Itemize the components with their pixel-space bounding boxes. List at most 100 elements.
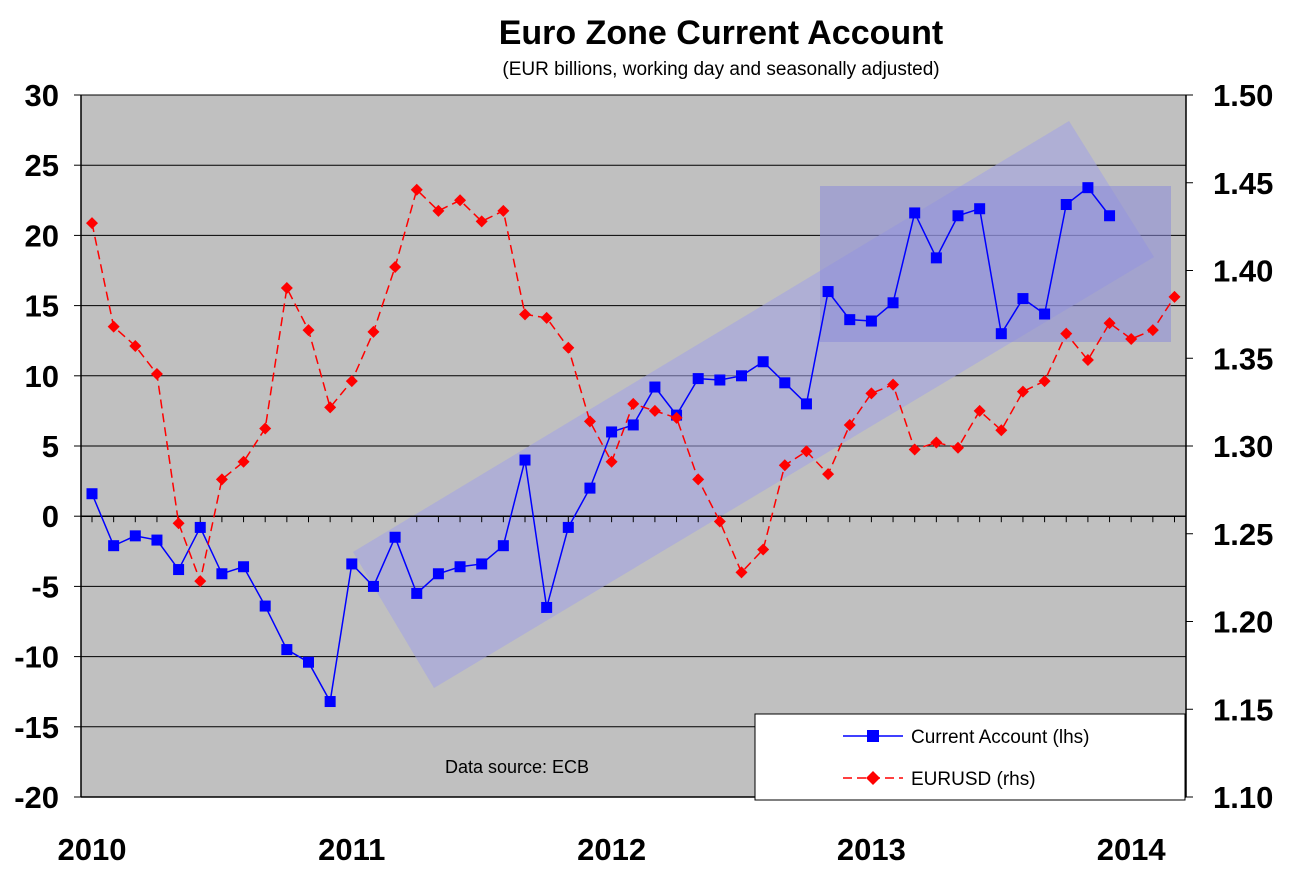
- eurusd-point: [1060, 327, 1073, 340]
- eurusd-point: [778, 459, 791, 472]
- current-account-point: [1104, 210, 1116, 222]
- current-account-point: [627, 419, 639, 431]
- current-account-point: [649, 381, 661, 393]
- left-axis-ticks: -20 -15 -10 -5 0 5 10 15 20 25 30: [14, 78, 81, 815]
- right-tick-label: 1.15: [1213, 692, 1273, 727]
- current-account-point: [346, 558, 358, 570]
- eurusd-point: [432, 204, 445, 217]
- eurusd-point: [822, 468, 835, 481]
- eurusd-point: [345, 375, 358, 388]
- eurusd-point: [583, 415, 596, 428]
- legend-label-current-account: Current Account (lhs): [911, 727, 1089, 748]
- left-tick-label: -5: [31, 569, 59, 604]
- left-tick-label: -10: [14, 640, 59, 675]
- eurusd-point: [1038, 375, 1051, 388]
- left-tick-label: 30: [25, 78, 59, 113]
- current-account-point: [995, 328, 1007, 340]
- current-account-point: [757, 356, 769, 368]
- current-account-point: [692, 373, 704, 385]
- eurusd-point: [930, 436, 943, 449]
- current-account-point: [281, 644, 293, 656]
- current-account-point: [1017, 293, 1029, 305]
- eurusd-point: [259, 422, 272, 435]
- right-tick-label: 1.30: [1213, 429, 1273, 464]
- current-account-point: [151, 534, 163, 546]
- current-account-point: [800, 398, 812, 410]
- eurusd-point: [735, 566, 748, 579]
- left-tick-label: 15: [25, 289, 59, 324]
- current-account-point: [324, 696, 336, 708]
- left-tick-label: 10: [25, 359, 59, 394]
- current-account-point: [389, 531, 401, 543]
- eurusd-point: [194, 575, 207, 588]
- eurusd-point: [627, 397, 640, 410]
- eurusd-point: [865, 387, 878, 400]
- eurusd-point: [713, 515, 726, 528]
- legend: Current Account (lhs) EURUSD (rhs): [754, 713, 1186, 801]
- eurusd-point: [1016, 385, 1029, 398]
- current-account-point: [930, 252, 942, 264]
- current-account-point: [822, 286, 834, 298]
- current-account-point: [303, 656, 314, 668]
- legend-marker-current-account: [867, 730, 879, 742]
- eurusd-point: [887, 378, 900, 391]
- current-account-point: [238, 561, 250, 573]
- current-account-point: [541, 601, 553, 613]
- left-tick-label: 5: [42, 429, 59, 464]
- eurusd-point: [562, 341, 575, 354]
- eurusd-point: [692, 473, 705, 486]
- source-note: Data source: ECB: [445, 757, 589, 777]
- x-tick-label: 2014: [1097, 832, 1167, 867]
- eurusd-point: [800, 445, 813, 458]
- eurusd-point: [280, 282, 293, 295]
- eurusd-point: [1146, 324, 1159, 337]
- eurusd-point: [1168, 290, 1181, 303]
- eurusd-point: [497, 204, 510, 217]
- left-tick-label: 20: [25, 218, 59, 253]
- current-account-point: [714, 374, 726, 386]
- eurusd-point: [605, 455, 618, 468]
- eurusd-point: [367, 325, 380, 338]
- current-account-point: [129, 530, 141, 542]
- current-account-point: [1082, 182, 1094, 194]
- current-account-point: [108, 540, 120, 552]
- current-account-point: [779, 377, 791, 389]
- legend-label-eurusd: EURUSD (rhs): [911, 769, 1036, 790]
- eurusd-point: [952, 441, 964, 454]
- eurusd-point: [107, 320, 120, 333]
- eurusd-point: [129, 339, 142, 352]
- left-tick-label: 0: [42, 499, 59, 534]
- current-account-point: [497, 540, 509, 552]
- eurusd-point: [150, 368, 163, 381]
- eurusd-point: [540, 311, 553, 324]
- eurusd-point: [519, 308, 531, 321]
- right-tick-label: 1.25: [1213, 517, 1273, 552]
- eurusd-point: [670, 411, 683, 424]
- eurusd-point: [843, 418, 856, 431]
- current-account-point: [1060, 199, 1072, 211]
- current-account-point: [476, 558, 488, 570]
- current-account-point: [952, 210, 964, 222]
- chart-subtitle: (EUR billions, working day and seasonall…: [502, 59, 939, 80]
- right-tick-label: 1.40: [1213, 254, 1273, 289]
- x-tick-label: 2012: [577, 832, 646, 867]
- eurusd-point: [215, 473, 228, 486]
- right-tick-label: 1.50: [1213, 78, 1273, 113]
- left-tick-label: -20: [14, 780, 59, 815]
- x-tick-label: 2011: [318, 832, 385, 867]
- current-account-point: [216, 568, 228, 580]
- eurusd-point: [389, 260, 402, 273]
- current-account-point: [1039, 308, 1051, 320]
- eurusd-point: [757, 543, 770, 556]
- right-tick-label: 1.45: [1213, 166, 1273, 201]
- current-account-point: [974, 203, 986, 215]
- eurusd-point: [1081, 354, 1094, 367]
- eurusd-point: [302, 324, 315, 337]
- eurusd-point: [237, 455, 250, 468]
- current-account-point: [909, 207, 921, 219]
- eurusd-point: [410, 183, 423, 196]
- right-axis-ticks: 1.10 1.15 1.20 1.25 1.30 1.35 1.40 1.45 1.50: [1186, 78, 1273, 815]
- eurusd-point: [86, 217, 98, 230]
- x-tick-label: 2013: [837, 832, 906, 867]
